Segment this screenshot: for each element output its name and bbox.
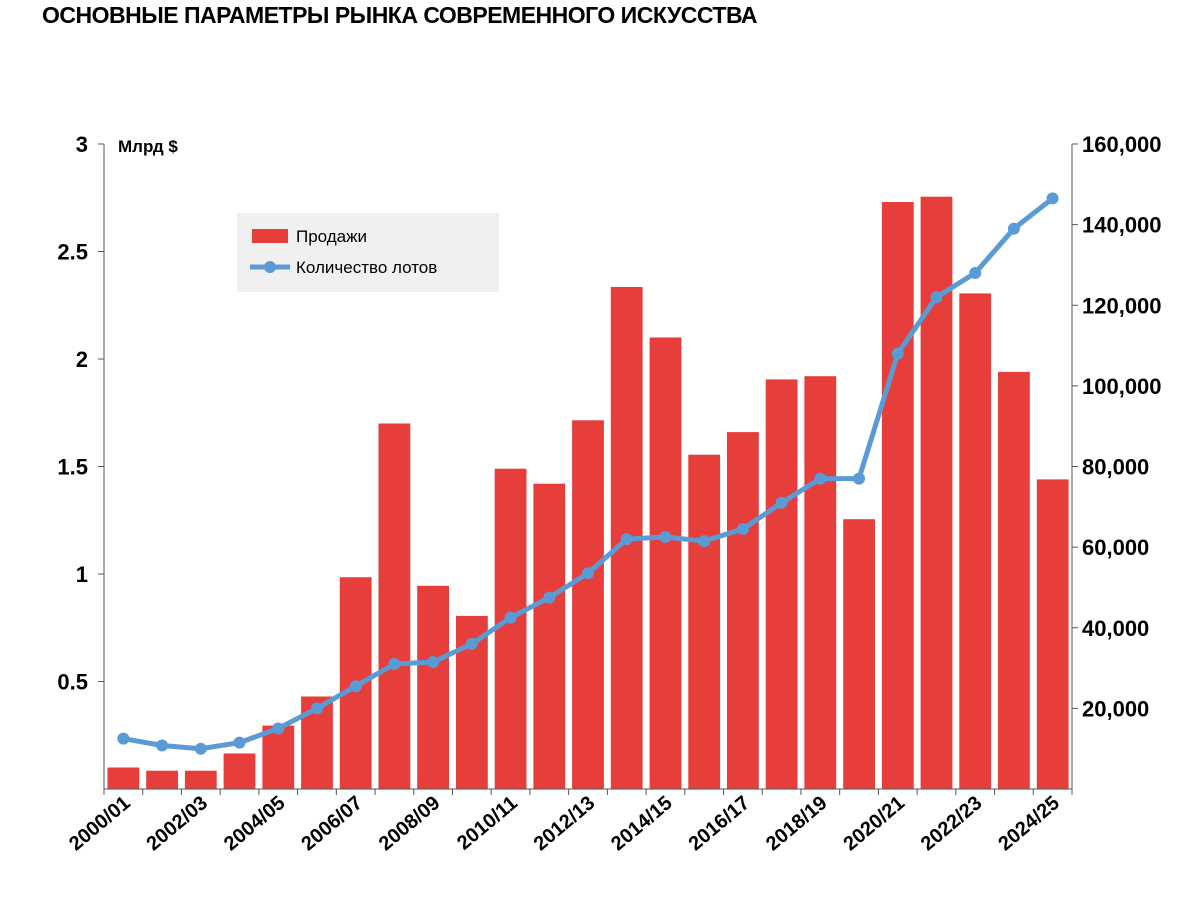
lots-point: [194, 742, 207, 755]
lots-point: [969, 267, 982, 279]
left-axis-unit: Млрд $: [118, 137, 178, 156]
x-tick-label: 2014/15: [607, 792, 677, 855]
sales-bar: [881, 202, 914, 789]
lots-point: [736, 523, 749, 535]
sales-bar: [688, 454, 721, 789]
sales-bar: [920, 196, 953, 789]
x-tick-label: 2020/21: [839, 792, 909, 855]
lots-point: [930, 291, 943, 304]
x-tick-label: 2012/13: [530, 792, 600, 855]
sales-bars: [107, 196, 1069, 789]
lots-point: [465, 637, 478, 650]
lots-point: [388, 658, 401, 670]
right-tick-label: 80,000: [1082, 455, 1149, 480]
sales-bar: [1036, 479, 1069, 789]
lots-point: [1046, 192, 1059, 205]
left-tick-label: 1.5: [57, 455, 88, 480]
x-tick-label: 2004/05: [220, 792, 290, 855]
sales-bar: [649, 337, 682, 789]
left-tick-label: 1: [76, 562, 88, 587]
sales-bar: [184, 770, 217, 789]
sales-bar: [998, 371, 1030, 789]
x-tick-label: 2022/23: [917, 792, 987, 855]
x-tick-label: 2016/17: [685, 792, 755, 855]
sales-bar: [572, 420, 604, 789]
sales-bar: [727, 432, 759, 789]
legend-label-sales: Продажи: [296, 227, 367, 246]
right-tick-label: 120,000: [1082, 293, 1162, 318]
lots-point: [272, 722, 285, 735]
legend-swatch-sales: [252, 229, 288, 243]
sales-bar: [417, 585, 449, 789]
legend: Продажи Количество лотов: [237, 213, 499, 292]
x-tick-label: 2006/07: [297, 792, 367, 855]
lots-point: [156, 739, 169, 752]
right-tick-label: 100,000: [1082, 374, 1162, 399]
left-tick-label: 0.5: [57, 670, 88, 695]
right-tick-label: 140,000: [1082, 213, 1162, 238]
sales-bar: [223, 753, 256, 789]
lots-point: [775, 496, 788, 509]
sales-bar: [804, 376, 837, 789]
x-tick-label: 2000/01: [65, 792, 135, 855]
legend-swatch-lots-marker: [264, 261, 276, 273]
page-title: ОСНОВНЫЕ ПАРАМЕТРЫ РЫНКА СОВРЕМЕННОГО ИС…: [42, 2, 758, 28]
lots-point: [233, 736, 246, 749]
left-tick-label: 2.5: [57, 240, 88, 265]
right-tick-label: 40,000: [1082, 616, 1149, 641]
x-tick-label: 2010/11: [453, 792, 522, 855]
legend-box: [237, 213, 499, 292]
lots-point: [853, 472, 865, 485]
left-tick-label: 2: [76, 347, 88, 372]
sales-bar: [378, 423, 411, 789]
sales-bar: [262, 725, 295, 789]
lots-point: [582, 567, 594, 580]
lots-line: [117, 192, 1059, 755]
x-tick-label: 2024/25: [994, 792, 1064, 855]
sales-bar: [146, 770, 178, 789]
left-tick-label: 3: [76, 132, 88, 157]
lots-point: [659, 531, 672, 543]
lots-point: [504, 611, 517, 624]
sales-bar: [533, 483, 566, 789]
x-tick-label: 2002/03: [142, 792, 212, 855]
lots-point: [814, 472, 827, 485]
sales-bar: [959, 293, 992, 789]
right-tick-label: 20,000: [1082, 696, 1149, 721]
lots-point: [620, 533, 633, 546]
right-tick-label: 160,000: [1082, 132, 1162, 157]
lots-point: [349, 680, 362, 693]
right-tick-label: 60,000: [1082, 535, 1149, 560]
lots-point: [311, 702, 323, 715]
lots-point: [698, 535, 711, 548]
sales-bar: [765, 379, 798, 789]
lots-point: [1007, 222, 1020, 235]
sales-bar: [107, 767, 140, 789]
sales-bar: [843, 519, 875, 789]
sales-bar: [494, 468, 527, 789]
legend-label-lots: Количество лотов: [296, 258, 437, 277]
lots-point: [117, 732, 130, 745]
lots-point: [543, 591, 556, 604]
lots-point: [891, 347, 904, 360]
x-tick-label: 2018/19: [762, 792, 832, 855]
x-tick-label: 2008/09: [375, 792, 445, 855]
lots-point: [427, 656, 440, 668]
